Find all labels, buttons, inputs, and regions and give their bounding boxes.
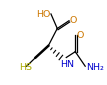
Text: O: O bbox=[76, 31, 84, 40]
Text: NH₂: NH₂ bbox=[86, 63, 104, 72]
Text: HN: HN bbox=[60, 60, 74, 69]
Text: HS: HS bbox=[19, 63, 32, 72]
Text: HO: HO bbox=[36, 10, 50, 19]
Text: O: O bbox=[70, 16, 77, 25]
